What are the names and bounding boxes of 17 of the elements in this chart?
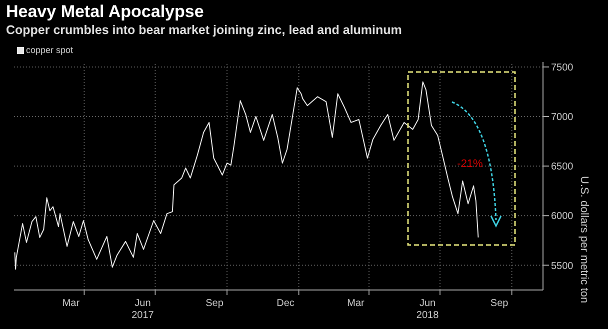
y-tick-label: 6500 [551,162,574,173]
y-tick-label: 7500 [551,62,574,74]
x-tick-label: Jun 2018 [416,298,440,321]
y-tick-label: 5500 [551,260,574,272]
chart-subtitle: Copper crumbles into bear market joining zinc, lead and aluminum [6,23,402,37]
x-tick-label: Sep [490,298,509,309]
chart-title: Heavy Metal Apocalypse [6,2,204,22]
y-tick-label: 7000 [551,112,574,124]
x-tick-label: Mar [347,298,366,309]
x-tick-label: Mar [62,298,80,309]
y-tick-label: 6000 [551,211,574,222]
x-tick-label: Jun 2017 [132,298,154,321]
annotation: -21% [457,158,484,170]
y-axis-title: U.S. dollars per metric ton [578,176,590,304]
x-tick-label: Sep [206,298,224,309]
legend-label: copper spot [25,45,74,55]
x-tick-label: Dec [276,298,294,309]
